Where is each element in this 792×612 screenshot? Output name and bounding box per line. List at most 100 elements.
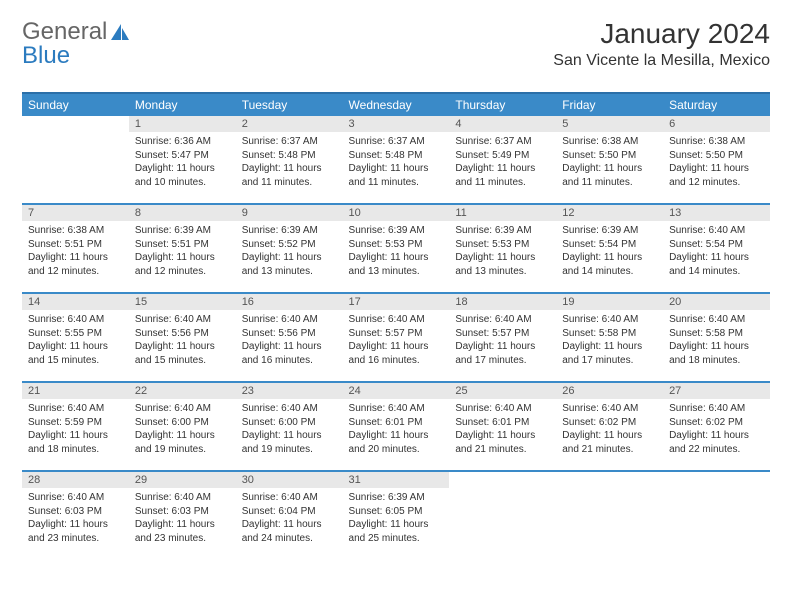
day-cell: 8Sunrise: 6:39 AMSunset: 5:51 PMDaylight… [129,205,236,293]
sunset-text: Sunset: 6:00 PM [242,416,337,430]
day-cell: 24Sunrise: 6:40 AMSunset: 6:01 PMDayligh… [343,383,450,471]
day-cell: 27Sunrise: 6:40 AMSunset: 6:02 PMDayligh… [663,383,770,471]
daylight-text: Daylight: 11 hours and 15 minutes. [135,340,230,367]
sunset-text: Sunset: 6:03 PM [135,505,230,519]
daylight-text: Daylight: 11 hours and 12 minutes. [135,251,230,278]
day-number: 15 [129,294,236,310]
daylight-text: Daylight: 11 hours and 11 minutes. [349,162,444,189]
sunset-text: Sunset: 5:57 PM [349,327,444,341]
day-body: Sunrise: 6:40 AMSunset: 6:01 PMDaylight:… [343,399,450,460]
sunset-text: Sunset: 5:52 PM [242,238,337,252]
logo-sail-icon [109,22,131,42]
daylight-text: Daylight: 11 hours and 11 minutes. [242,162,337,189]
logo-text-2: Blue [22,42,70,69]
day-cell: 22Sunrise: 6:40 AMSunset: 6:00 PMDayligh… [129,383,236,471]
daylight-text: Daylight: 11 hours and 23 minutes. [28,518,123,545]
day-cell: 20Sunrise: 6:40 AMSunset: 5:58 PMDayligh… [663,294,770,382]
sunset-text: Sunset: 5:51 PM [135,238,230,252]
day-cell: 18Sunrise: 6:40 AMSunset: 5:57 PMDayligh… [449,294,556,382]
sunset-text: Sunset: 5:53 PM [349,238,444,252]
day-number: 2 [236,116,343,132]
day-number: 19 [556,294,663,310]
sunset-text: Sunset: 5:56 PM [135,327,230,341]
sunrise-text: Sunrise: 6:40 AM [242,491,337,505]
sunset-text: Sunset: 5:58 PM [562,327,657,341]
day-cell: 10Sunrise: 6:39 AMSunset: 5:53 PMDayligh… [343,205,450,293]
day-number: 6 [663,116,770,132]
day-number: 31 [343,472,450,488]
daylight-text: Daylight: 11 hours and 23 minutes. [135,518,230,545]
day-number: 5 [556,116,663,132]
daylight-text: Daylight: 11 hours and 21 minutes. [562,429,657,456]
day-body: Sunrise: 6:39 AMSunset: 5:53 PMDaylight:… [449,221,556,282]
sunrise-text: Sunrise: 6:39 AM [242,224,337,238]
day-body: Sunrise: 6:38 AMSunset: 5:50 PMDaylight:… [663,132,770,193]
daylight-text: Daylight: 11 hours and 16 minutes. [242,340,337,367]
day-body: Sunrise: 6:38 AMSunset: 5:51 PMDaylight:… [22,221,129,282]
sunset-text: Sunset: 5:57 PM [455,327,550,341]
day-cell: 31Sunrise: 6:39 AMSunset: 6:05 PMDayligh… [343,472,450,560]
day-cell [449,472,556,560]
day-cell: 12Sunrise: 6:39 AMSunset: 5:54 PMDayligh… [556,205,663,293]
day-body: Sunrise: 6:39 AMSunset: 5:51 PMDaylight:… [129,221,236,282]
sunrise-text: Sunrise: 6:40 AM [135,313,230,327]
day-cell: 2Sunrise: 6:37 AMSunset: 5:48 PMDaylight… [236,116,343,204]
day-body: Sunrise: 6:40 AMSunset: 6:03 PMDaylight:… [22,488,129,549]
sunrise-text: Sunrise: 6:40 AM [562,402,657,416]
day-cell: 9Sunrise: 6:39 AMSunset: 5:52 PMDaylight… [236,205,343,293]
daylight-text: Daylight: 11 hours and 18 minutes. [28,429,123,456]
daylight-text: Daylight: 11 hours and 15 minutes. [28,340,123,367]
sunrise-text: Sunrise: 6:40 AM [562,313,657,327]
daylight-text: Daylight: 11 hours and 12 minutes. [669,162,764,189]
sunrise-text: Sunrise: 6:40 AM [28,402,123,416]
location: San Vicente la Mesilla, Mexico [553,52,770,70]
day-body: Sunrise: 6:37 AMSunset: 5:48 PMDaylight:… [343,132,450,193]
day-cell: 21 Sunrise: 6:40 AMSunset: 5:59 PMDayligh… [22,383,129,471]
daylight-text: Daylight: 11 hours and 11 minutes. [455,162,550,189]
sunrise-text: Sunrise: 6:40 AM [455,402,550,416]
day-number: 16 [236,294,343,310]
daylight-text: Daylight: 11 hours and 24 minutes. [242,518,337,545]
daylight-text: Daylight: 11 hours and 14 minutes. [562,251,657,278]
sunset-text: Sunset: 6:05 PM [349,505,444,519]
daylight-text: Daylight: 11 hours and 13 minutes. [455,251,550,278]
day-cell: 17Sunrise: 6:40 AMSunset: 5:57 PMDayligh… [343,294,450,382]
day-number: 22 [129,383,236,399]
calendar-table: Sunday Monday Tuesday Wednesday Thursday… [22,92,770,560]
day-number: 27 [663,383,770,399]
day-cell: 6Sunrise: 6:38 AMSunset: 5:50 PMDaylight… [663,116,770,204]
day-number: 14 [22,294,129,310]
day-number: 3 [343,116,450,132]
day-body: Sunrise: 6:40 AMSunset: 6:00 PMDaylight:… [236,399,343,460]
week-row: 14Sunrise: 6:40 AMSunset: 5:55 PMDayligh… [22,294,770,382]
sunset-text: Sunset: 5:51 PM [28,238,123,252]
day-body: Sunrise: 6:37 AMSunset: 5:48 PMDaylight:… [236,132,343,193]
title-block: January 2024 San Vicente la Mesilla, Mex… [553,18,770,70]
day-cell: 13Sunrise: 6:40 AMSunset: 5:54 PMDayligh… [663,205,770,293]
daylight-text: Daylight: 11 hours and 16 minutes. [349,340,444,367]
day-cell: 23Sunrise: 6:40 AMSunset: 6:00 PMDayligh… [236,383,343,471]
sunset-text: Sunset: 5:53 PM [455,238,550,252]
sunrise-text: Sunrise: 6:39 AM [455,224,550,238]
day-number: 4 [449,116,556,132]
day-cell: 5Sunrise: 6:38 AMSunset: 5:50 PMDaylight… [556,116,663,204]
month-title: January 2024 [553,18,770,50]
day-cell: 29Sunrise: 6:40 AMSunset: 6:03 PMDayligh… [129,472,236,560]
day-body: Sunrise: 6:40 AMSunset: 6:03 PMDaylight:… [129,488,236,549]
daylight-text: Daylight: 11 hours and 13 minutes. [242,251,337,278]
daylight-text: Daylight: 11 hours and 14 minutes. [669,251,764,278]
sunrise-text: Sunrise: 6:40 AM [349,402,444,416]
day-number: 21 [22,383,129,399]
sunrise-text: Sunrise: 6:38 AM [562,135,657,149]
day-number: 23 [236,383,343,399]
week-row: 28Sunrise: 6:40 AMSunset: 6:03 PMDayligh… [22,472,770,560]
sunrise-text: Sunrise: 6:38 AM [28,224,123,238]
sunset-text: Sunset: 5:59 PM [28,416,123,430]
daylight-text: Daylight: 11 hours and 21 minutes. [455,429,550,456]
sunset-text: Sunset: 5:56 PM [242,327,337,341]
sunrise-text: Sunrise: 6:39 AM [135,224,230,238]
day-body: Sunrise: 6:40 AMSunset: 6:02 PMDaylight:… [663,399,770,460]
day-number: 1 [129,116,236,132]
sunrise-text: Sunrise: 6:39 AM [349,224,444,238]
day-body: Sunrise: 6:40 AMSunset: 6:00 PMDaylight:… [129,399,236,460]
